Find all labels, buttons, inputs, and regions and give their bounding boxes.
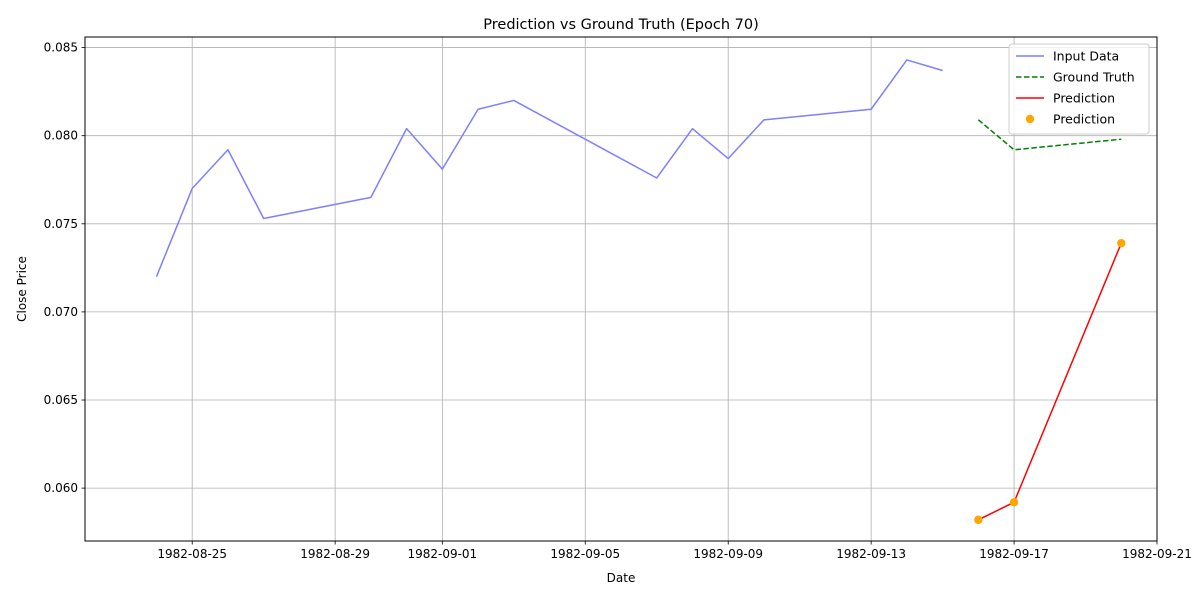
y-tick-label: 0.065	[44, 393, 78, 407]
x-axis-title: Date	[607, 571, 636, 585]
x-tick-label: 1982-09-09	[693, 547, 763, 561]
legend-label: Input Data	[1053, 49, 1119, 64]
x-tick-label: 1982-09-13	[836, 547, 906, 561]
series-layer	[155, 59, 1126, 525]
legend: Input Data Ground Truth Prediction Predicti…	[1008, 43, 1150, 135]
y-tick-label: 0.080	[44, 129, 78, 143]
legend-label: Prediction	[1053, 112, 1115, 127]
x-tick-label: 1982-09-01	[407, 547, 477, 561]
x-tick-label: 1982-09-21	[1122, 547, 1192, 561]
legend-swatch-prediction-marker	[1025, 114, 1035, 124]
axis-ticks: 1982-08-25 1982-08-29 1982-09-01 1982-09-05…	[44, 41, 1192, 561]
x-tick-label: 1982-08-25	[157, 547, 227, 561]
y-tick-label: 0.070	[44, 305, 78, 319]
x-tick-label: 1982-09-17	[979, 547, 1049, 561]
chart-title: Prediction vs Ground Truth (Epoch 70)	[483, 17, 758, 33]
y-tick-label: 0.085	[44, 41, 78, 55]
y-tick-label: 0.075	[44, 217, 78, 231]
input-data-line	[155, 59, 943, 277]
prediction-marker	[1117, 238, 1126, 248]
plot-area-frame	[84, 36, 1158, 542]
legend-label: Prediction	[1053, 91, 1115, 106]
y-axis-title: Close Price	[15, 256, 29, 322]
legend-box	[1008, 43, 1150, 135]
prediction-marker	[1009, 498, 1019, 507]
x-tick-label: 1982-09-05	[550, 547, 620, 561]
prediction-marker	[974, 515, 983, 525]
y-tick-label: 0.060	[44, 481, 78, 495]
legend-label: Ground Truth	[1053, 70, 1135, 85]
x-tick-label: 1982-08-29	[300, 547, 370, 561]
